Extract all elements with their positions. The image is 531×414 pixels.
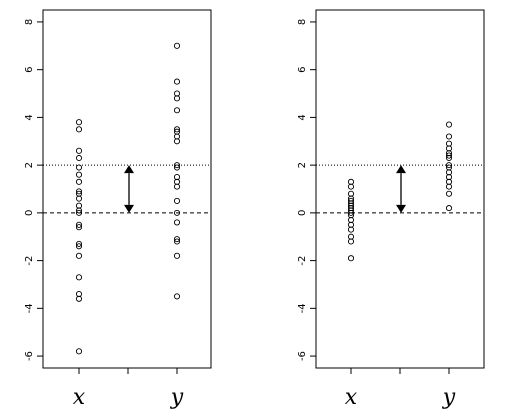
data-point [75,171,83,178]
data-point [75,164,83,171]
data-point [445,162,453,169]
y-tick-label: 6 [24,66,35,72]
data-point [173,42,181,49]
data-point [75,207,83,214]
y-tick-label: 2 [297,162,308,168]
arrow-head-up [396,165,406,174]
data-point [173,293,181,300]
y-tick-label: 4 [24,114,35,120]
x-category-label: y [170,385,184,410]
data-point [75,295,83,302]
arrow-head-up [124,165,134,174]
data-point [173,219,181,226]
data-point [173,162,181,169]
data-point [75,274,83,281]
data-point [75,348,83,355]
data-point [347,255,355,262]
data-point [445,121,453,128]
data-point [75,178,83,185]
data-point [75,188,83,195]
y-tick-label: 4 [297,114,308,120]
data-point [173,209,181,216]
data-point [445,133,453,140]
data-point [173,164,181,171]
y-tick-label: 8 [297,19,308,25]
data-point [445,154,453,162]
data-point [173,107,181,114]
data-point [173,95,181,102]
data-point [445,152,453,159]
plot-frame [42,9,212,369]
y-tick-label: 0 [24,210,35,216]
data-point [75,243,83,250]
data-point [75,195,83,202]
data-point [173,126,181,133]
y-tick-label: 2 [24,162,35,168]
y-tick-label: 0 [297,210,308,216]
data-point [75,147,83,154]
y-tick-label: -4 [297,303,308,313]
data-point [75,126,83,133]
data-point [75,240,83,247]
chart-panel-1: 8 6 4 2 0 -2 -4 -6 x y [24,9,212,410]
data-point [173,183,181,190]
data-point [75,154,83,162]
y-tick-label: 8 [24,19,35,25]
x-category-label: y [442,385,456,410]
y-tick-label: -2 [24,256,35,266]
data-point [173,252,181,259]
data-point [173,197,181,204]
y-tick-label: -2 [297,256,308,266]
data-point [347,238,355,245]
y-tick-label: 6 [297,66,308,72]
data-point [347,209,355,216]
data-point [75,119,83,126]
arrow-head-down [396,204,406,213]
data-point [75,209,83,216]
arrow-head-down [124,204,134,213]
data-point [173,236,181,243]
data-point [173,138,181,145]
data-point [445,183,453,190]
x-category-label: x [345,385,358,410]
data-point [347,183,355,190]
data-point [445,205,453,212]
data-point [75,252,83,259]
chart-panel-2: 8 6 4 2 0 -2 -4 -6 x y [297,9,485,410]
data-point [75,221,83,228]
y-tick-label: -6 [297,351,308,361]
data-point [173,78,181,85]
data-point [75,224,83,231]
x-category-label: x [73,385,86,410]
y-tick-label: -6 [24,351,35,361]
data-point [347,226,355,233]
plot-frame [315,9,485,369]
data-point [445,190,453,197]
data-point [173,238,181,245]
y-tick-label: -4 [24,303,35,313]
